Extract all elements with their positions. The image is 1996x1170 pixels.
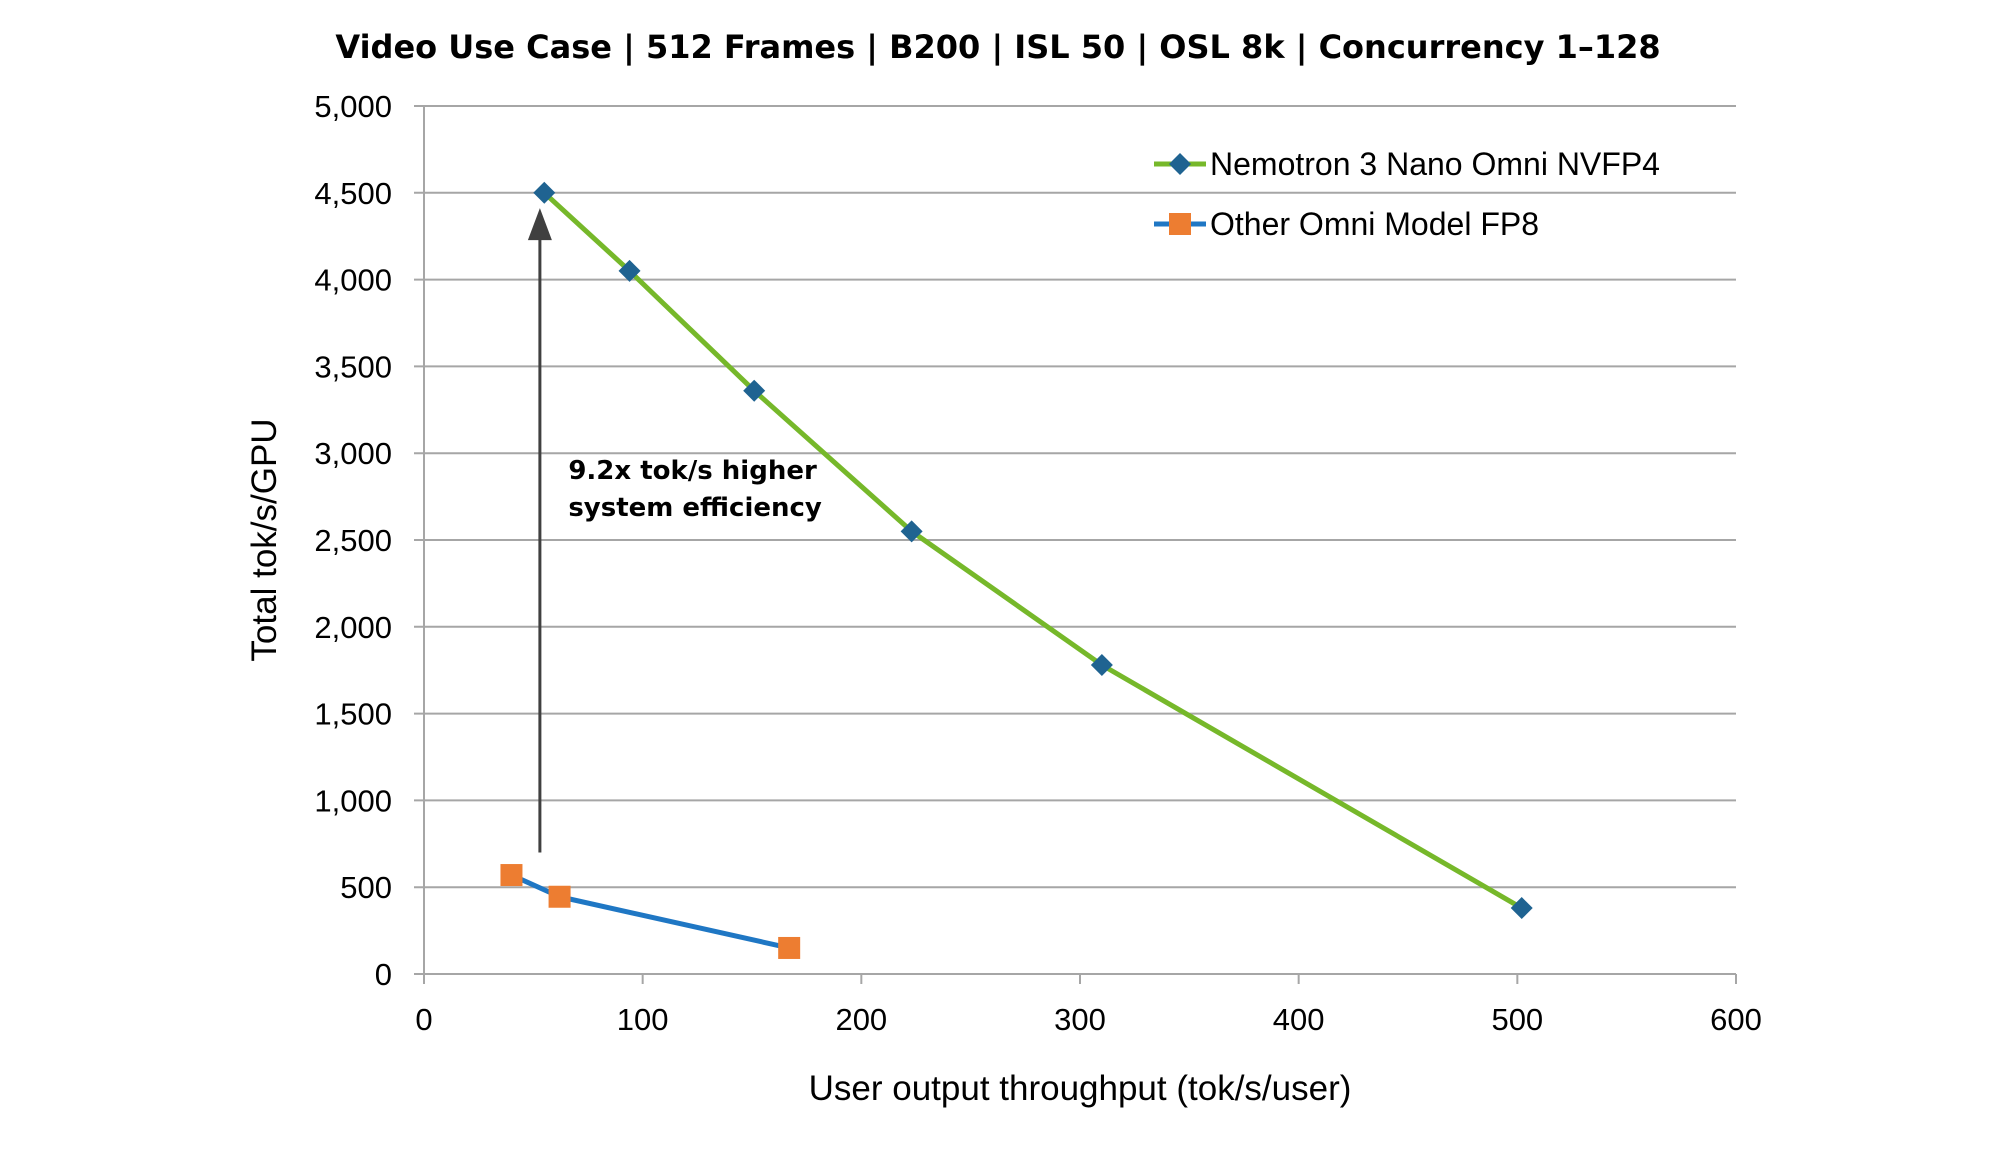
axes xyxy=(414,106,1737,984)
annotation-text: system efficiency xyxy=(568,493,822,523)
x-axis-label: User output throughput (tok/s/user) xyxy=(809,1069,1352,1108)
data-point xyxy=(778,936,801,959)
data-point xyxy=(618,259,641,282)
x-tick-label: 300 xyxy=(1054,1002,1106,1037)
x-tick-labels: 0 100 200 300 400 500 600 xyxy=(415,1002,1761,1037)
annotation-arrow-head xyxy=(527,208,552,241)
y-tick-label: 500 xyxy=(340,870,392,905)
annotation: 9.2x tok/s higher system efficiency xyxy=(527,208,822,853)
x-tick-label: 100 xyxy=(617,1002,669,1037)
data-point xyxy=(500,864,523,887)
x-tick-label: 600 xyxy=(1710,1002,1762,1037)
x-tick-label: 200 xyxy=(835,1002,887,1037)
y-tick-label: 1,000 xyxy=(314,783,392,818)
data-point xyxy=(548,885,571,908)
legend-item: Other Omni Model FP8 xyxy=(1154,206,1539,242)
legend-label: Other Omni Model FP8 xyxy=(1210,206,1539,242)
data-point xyxy=(900,520,923,543)
y-tick-label: 3,000 xyxy=(314,436,392,471)
data-point xyxy=(533,181,556,204)
legend-marker xyxy=(1169,213,1191,235)
data-point xyxy=(1090,653,1113,676)
legend: Nemotron 3 Nano Omni NVFP4 Other Omni Mod… xyxy=(1154,146,1660,242)
y-axis-label: Total tok/s/GPU xyxy=(245,418,284,661)
data-point xyxy=(743,379,766,402)
x-tick-label: 400 xyxy=(1273,1002,1325,1037)
y-tick-label: 1,500 xyxy=(314,697,392,732)
y-tick-label: 2,500 xyxy=(314,523,392,558)
y-tick-label: 3,500 xyxy=(314,349,392,384)
legend-item: Nemotron 3 Nano Omni NVFP4 xyxy=(1154,146,1660,182)
legend-marker xyxy=(1169,153,1191,175)
y-tick-label: 5,000 xyxy=(314,89,392,124)
chart-title: Video Use Case | 512 Frames | B200 | ISL… xyxy=(335,28,1660,67)
x-tick-label: 500 xyxy=(1491,1002,1543,1037)
y-tick-label: 4,000 xyxy=(314,263,392,298)
series-group xyxy=(500,864,801,959)
y-tick-labels: 0 500 1,000 1,500 2,000 2,500 3,000 3,500 4,000 4… xyxy=(314,89,392,992)
y-tick-label: 2,000 xyxy=(314,610,392,645)
series xyxy=(500,181,1533,959)
series-group xyxy=(533,181,1533,920)
data-point xyxy=(1510,897,1533,920)
gridlines xyxy=(414,105,1736,889)
y-tick-label: 4,500 xyxy=(314,176,392,211)
series-line xyxy=(542,190,1523,911)
x-tick-label: 0 xyxy=(415,1002,432,1037)
legend-label: Nemotron 3 Nano Omni NVFP4 xyxy=(1210,146,1660,182)
y-tick-label: 0 xyxy=(375,957,392,992)
annotation-text: 9.2x tok/s higher xyxy=(568,456,817,486)
